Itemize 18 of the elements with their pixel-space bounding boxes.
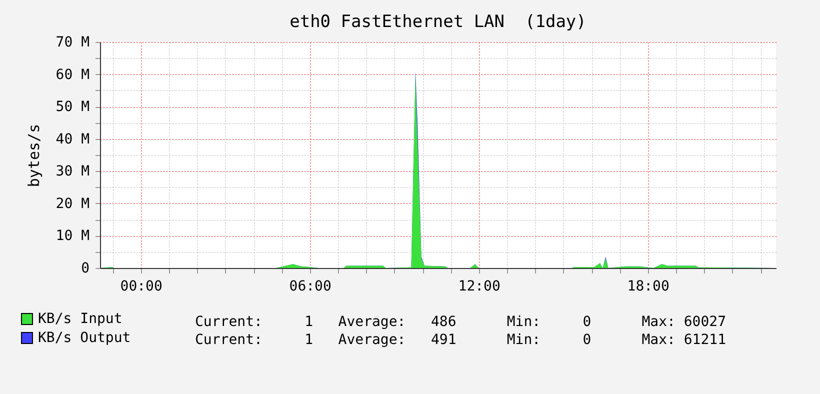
x-tick-label: 18:00 (627, 278, 670, 294)
y-tick-label: 40 M (56, 131, 90, 148)
y-axis-title: bytes/s (24, 124, 43, 188)
legend-label: KB/s Input (38, 311, 122, 327)
x-tick-label: 12:00 (458, 278, 500, 294)
legend-label: KB/s Output (38, 330, 131, 346)
chart-title: eth0 FastEthernet LAN (1day) (290, 12, 586, 32)
y-tick-label: 20 M (56, 196, 90, 212)
y-tick-label: 60 M (56, 66, 90, 83)
y-tick-label: 70 M (56, 34, 90, 50)
x-tick-label: 00:00 (120, 278, 162, 294)
text: Current: 1 Average: 486 Min: 0 Max: 60027 (195, 314, 726, 330)
y-tick-label: 10 M (56, 228, 90, 244)
x-tick-label: 06:00 (289, 278, 332, 294)
y-tick-label: 50 M (56, 99, 90, 116)
y-tick-label: 30 M (56, 164, 90, 180)
y-tick-label: 0 (81, 260, 90, 276)
text: Current: 1 Average: 491 Min: 0 Max: 61211 (195, 332, 726, 348)
